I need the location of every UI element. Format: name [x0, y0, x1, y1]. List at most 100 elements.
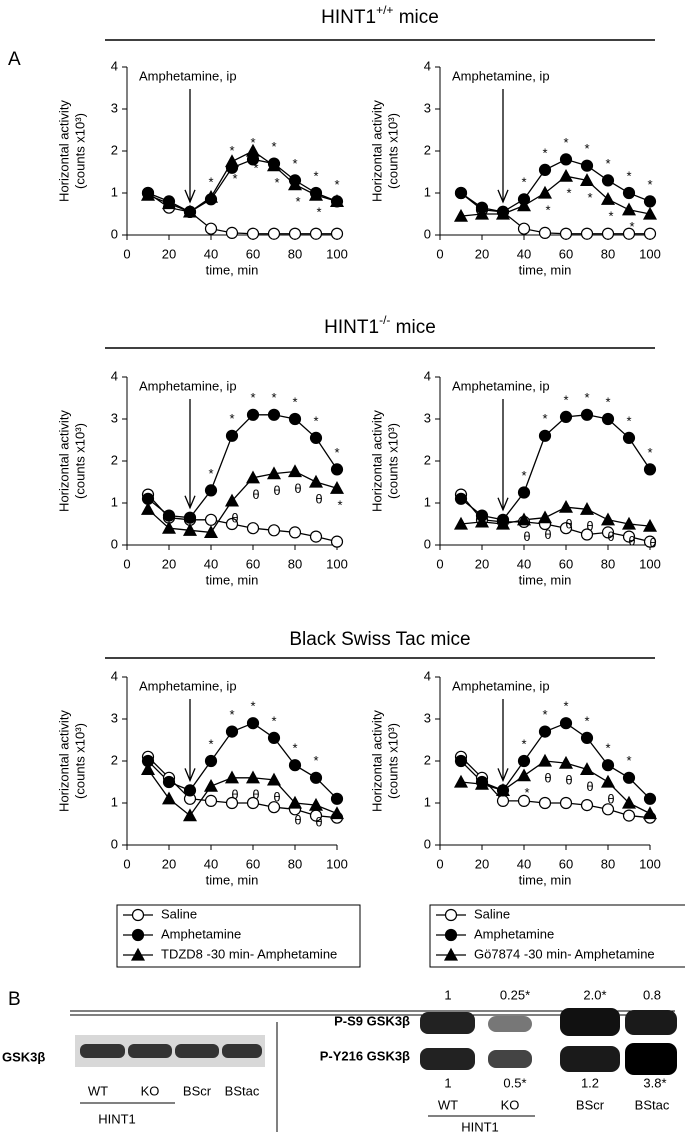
marker: [203, 778, 219, 792]
marker: [580, 159, 594, 172]
marker: [224, 154, 240, 168]
x-tick-label: 20: [475, 556, 489, 571]
significance: θ: [607, 529, 614, 544]
legend-label: Gö7874 -30 min- Amphetamine: [474, 946, 655, 961]
significance: *: [295, 194, 300, 209]
row-label: P-S9 GSK3β: [334, 1013, 410, 1028]
row-label: P-Y216 GSK3β: [320, 1048, 410, 1063]
marker: [580, 528, 594, 541]
group-label: HINT1: [98, 1111, 136, 1126]
x-axis-label: time, min: [519, 572, 572, 587]
blot-band: [420, 1012, 475, 1034]
significance: θ: [565, 773, 572, 788]
blot-band: [420, 1048, 475, 1070]
arrow-head: [497, 189, 509, 204]
lane-label: BScr: [183, 1083, 212, 1098]
marker: [140, 187, 156, 201]
marker: [246, 227, 260, 240]
annotation: Amphetamine, ip: [452, 678, 550, 693]
lane-label: BStac: [635, 1097, 670, 1112]
marker: [474, 514, 490, 528]
marker: [621, 202, 637, 216]
marker: [474, 776, 490, 790]
x-tick-label: 20: [162, 246, 176, 261]
y-axis-label: (counts x10³): [72, 423, 87, 499]
marker: [140, 502, 156, 515]
x-tick-label: 20: [162, 856, 176, 871]
marker: [329, 806, 345, 820]
significance: *: [521, 736, 526, 751]
annotation: Amphetamine, ip: [452, 378, 550, 393]
x-tick-label: 60: [559, 856, 573, 871]
y-tick-label: 2: [111, 142, 118, 157]
y-tick-label: 4: [424, 368, 431, 383]
marker: [537, 753, 553, 767]
marker: [601, 174, 615, 187]
section-title: HINT1-/- mice: [324, 313, 436, 338]
x-tick-label: 0: [436, 556, 443, 571]
y-axis-label: (counts x10³): [72, 113, 87, 189]
y-tick-label: 3: [424, 100, 431, 115]
significance: θ: [523, 529, 530, 544]
series-line: [460, 506, 651, 527]
significance: θ: [607, 791, 614, 806]
marker: [600, 192, 616, 205]
y-axis-label: (counts x10³): [385, 723, 400, 799]
y-tick-label: 3: [111, 710, 118, 725]
legend-box: [429, 904, 685, 968]
marker: [266, 158, 282, 172]
blot-band: [128, 1044, 172, 1058]
y-tick-label: 0: [111, 836, 118, 851]
significance: *: [629, 219, 634, 234]
x-tick-label: 40: [517, 556, 531, 571]
marker: [537, 510, 553, 524]
significance: θ: [252, 787, 259, 802]
marker: [309, 771, 323, 784]
significance: *: [521, 468, 526, 483]
significance: *: [271, 139, 276, 154]
marker: [453, 208, 469, 222]
y-axis-label: Horizontal activity: [56, 410, 71, 512]
x-tick-label: 20: [475, 246, 489, 261]
marker: [246, 717, 260, 730]
marker: [246, 796, 260, 810]
title-part: mice: [393, 7, 438, 28]
significance: *: [542, 411, 547, 426]
marker: [246, 522, 260, 535]
significance: *: [563, 135, 568, 150]
y-tick-label: 1: [111, 494, 118, 509]
marker: [517, 794, 531, 808]
significance: *: [563, 392, 568, 407]
y-tick-label: 2: [424, 452, 431, 467]
x-tick-label: 40: [517, 856, 531, 871]
marker: [643, 463, 657, 476]
title-part: HINT1: [324, 317, 379, 338]
x-tick-label: 0: [123, 246, 130, 261]
marker: [579, 502, 595, 515]
significance: *: [313, 753, 318, 768]
marker: [558, 755, 574, 769]
marker: [287, 464, 303, 478]
significance: θ: [294, 481, 301, 496]
series-line: [460, 158, 651, 213]
marker: [225, 517, 239, 531]
series-line: [460, 494, 651, 543]
annotation: Amphetamine, ip: [139, 68, 237, 83]
lane-label: KO: [501, 1097, 520, 1112]
series-line: [147, 756, 338, 819]
significance: θ: [294, 812, 301, 827]
significance: *: [626, 413, 631, 428]
marker: [538, 226, 552, 239]
significance: *: [250, 390, 255, 405]
marker: [643, 227, 657, 240]
marker: [454, 754, 468, 768]
marker: [288, 412, 302, 426]
marker: [537, 185, 553, 199]
marker: [579, 762, 595, 775]
marker: [182, 204, 198, 218]
marker: [454, 492, 468, 505]
series-line: [147, 722, 338, 800]
x-tick-label: 80: [288, 556, 302, 571]
title-part: HINT1: [321, 7, 376, 28]
